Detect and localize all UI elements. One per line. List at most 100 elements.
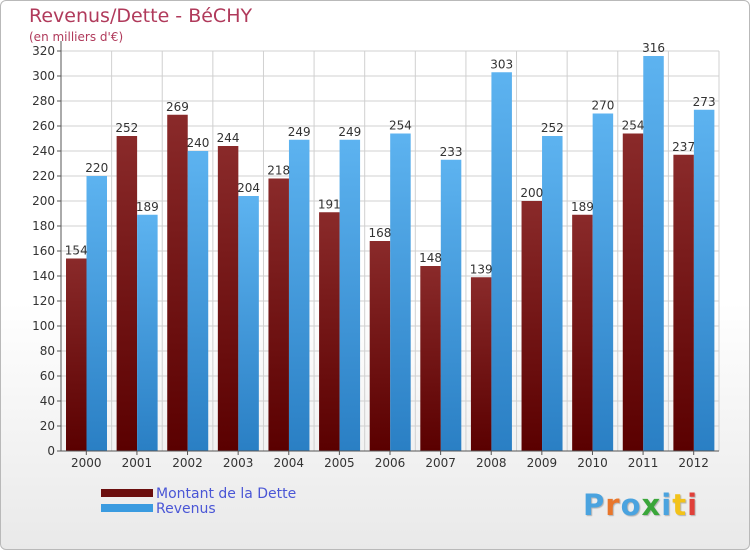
y-tick-label: 40 bbox=[40, 394, 55, 408]
chart-subtitle: (en milliers d'€) bbox=[29, 30, 124, 44]
y-tick-label: 0 bbox=[47, 444, 55, 458]
bar-revenus bbox=[440, 159, 462, 451]
bar-revenus bbox=[339, 139, 361, 451]
chart-title: Revenus/Dette - BéCHY bbox=[29, 5, 253, 27]
bar-revenus bbox=[137, 214, 158, 451]
value-label-dette: 252 bbox=[115, 121, 138, 135]
bar-revenus bbox=[542, 136, 563, 451]
bar-dette bbox=[116, 136, 138, 451]
x-tick-label: 2012 bbox=[678, 456, 709, 470]
value-labels: 154 220 252 189 269 240 244 204 218 249 191 249 168 2… bbox=[65, 41, 716, 276]
value-label-revenus: 273 bbox=[693, 95, 716, 109]
bar-revenus bbox=[86, 176, 107, 451]
bars bbox=[66, 56, 715, 451]
value-label-revenus: 254 bbox=[389, 119, 412, 133]
y-tick-label: 240 bbox=[32, 144, 55, 158]
value-label-dette: 191 bbox=[318, 197, 341, 211]
x-tick-label: 2011 bbox=[628, 456, 659, 470]
bar-dette bbox=[319, 212, 340, 451]
bar-revenus bbox=[238, 196, 259, 451]
y-tick-label: 60 bbox=[40, 369, 55, 383]
legend-swatch-dette bbox=[101, 489, 153, 497]
value-label-dette: 269 bbox=[166, 100, 189, 114]
value-label-revenus: 204 bbox=[237, 181, 260, 195]
bar-dette bbox=[673, 154, 694, 451]
proxiti-logo: Proxiti bbox=[583, 488, 698, 522]
value-label-revenus: 303 bbox=[490, 57, 513, 71]
value-label-revenus: 316 bbox=[642, 41, 665, 55]
bar-dette bbox=[167, 114, 188, 451]
legend-item-dette: Montant de la Dette bbox=[101, 486, 361, 502]
y-tick-label: 120 bbox=[32, 294, 55, 308]
value-label-dette: 244 bbox=[217, 131, 240, 145]
y-tick-label: 320 bbox=[32, 44, 55, 58]
bar-dette bbox=[572, 214, 593, 451]
y-tick-label: 180 bbox=[32, 219, 55, 233]
y-tick-label: 260 bbox=[32, 119, 55, 133]
bar-dette bbox=[217, 146, 239, 451]
value-label-dette: 218 bbox=[267, 164, 290, 178]
logo-letter: o bbox=[620, 488, 642, 522]
value-label-revenus: 220 bbox=[85, 161, 108, 175]
bar-revenus bbox=[592, 113, 614, 451]
x-tick-label: 2001 bbox=[122, 456, 153, 470]
legend-item-revenus: Revenus bbox=[101, 501, 361, 517]
x-tick-label: 2005 bbox=[324, 456, 355, 470]
bar-dette bbox=[268, 178, 289, 451]
x-tick-label: 2010 bbox=[577, 456, 608, 470]
value-label-dette: 154 bbox=[65, 244, 88, 258]
bar-dette bbox=[622, 133, 644, 451]
value-label-dette: 189 bbox=[571, 200, 594, 214]
legend-swatch-revenus bbox=[101, 504, 153, 512]
x-tick-label: 2004 bbox=[273, 456, 304, 470]
y-tick-label: 280 bbox=[32, 94, 55, 108]
bar-dette bbox=[66, 258, 87, 451]
logo-letter: r bbox=[605, 488, 621, 522]
bar-revenus bbox=[390, 133, 411, 451]
value-label-revenus: 249 bbox=[338, 125, 361, 139]
value-label-dette: 254 bbox=[622, 119, 645, 133]
bar-revenus bbox=[643, 56, 664, 451]
x-tick-label: 2000 bbox=[71, 456, 102, 470]
bar-dette bbox=[521, 201, 543, 451]
value-label-dette: 148 bbox=[419, 251, 442, 265]
value-label-revenus: 249 bbox=[288, 125, 311, 139]
logo-letter: x bbox=[641, 488, 662, 522]
logo-letter: i bbox=[661, 488, 673, 522]
value-label-dette: 237 bbox=[672, 140, 695, 154]
bar-dette bbox=[369, 241, 391, 451]
bar-dette bbox=[470, 277, 492, 451]
value-label-revenus: 240 bbox=[187, 136, 210, 150]
bar-revenus bbox=[491, 72, 512, 451]
value-label-revenus: 270 bbox=[591, 99, 614, 113]
logo-letter: i bbox=[687, 488, 699, 522]
value-label-dette: 200 bbox=[520, 186, 543, 200]
bar-revenus bbox=[288, 139, 310, 451]
legend: Montant de la Dette Revenus bbox=[101, 486, 361, 517]
y-tick-label: 220 bbox=[32, 169, 55, 183]
y-tick-label: 300 bbox=[32, 69, 55, 83]
x-tick-label: 2006 bbox=[375, 456, 406, 470]
value-label-revenus: 252 bbox=[541, 121, 564, 135]
bar-revenus bbox=[187, 151, 209, 451]
logo-letter: t bbox=[672, 488, 688, 522]
x-tick-label: 2008 bbox=[476, 456, 507, 470]
bar-revenus bbox=[693, 109, 715, 451]
value-label-dette: 139 bbox=[470, 262, 493, 276]
value-label-revenus: 189 bbox=[136, 200, 159, 214]
y-tick-label: 20 bbox=[40, 419, 55, 433]
logo-letter: P bbox=[583, 488, 606, 522]
axes: 0 20 40 60 80 100 120 140 160 180 200 220 240 260 280 3… bbox=[32, 41, 719, 470]
y-tick-label: 100 bbox=[32, 319, 55, 333]
bar-dette bbox=[420, 266, 441, 451]
y-tick-label: 140 bbox=[32, 269, 55, 283]
y-tick-label: 80 bbox=[40, 344, 55, 358]
legend-label-dette: Montant de la Dette bbox=[156, 486, 297, 502]
x-tick-label: 2002 bbox=[172, 456, 203, 470]
value-label-dette: 168 bbox=[368, 226, 391, 240]
y-tick-label: 160 bbox=[32, 244, 55, 258]
legend-label-revenus: Revenus bbox=[156, 501, 216, 517]
x-tick-label: 2003 bbox=[223, 456, 254, 470]
